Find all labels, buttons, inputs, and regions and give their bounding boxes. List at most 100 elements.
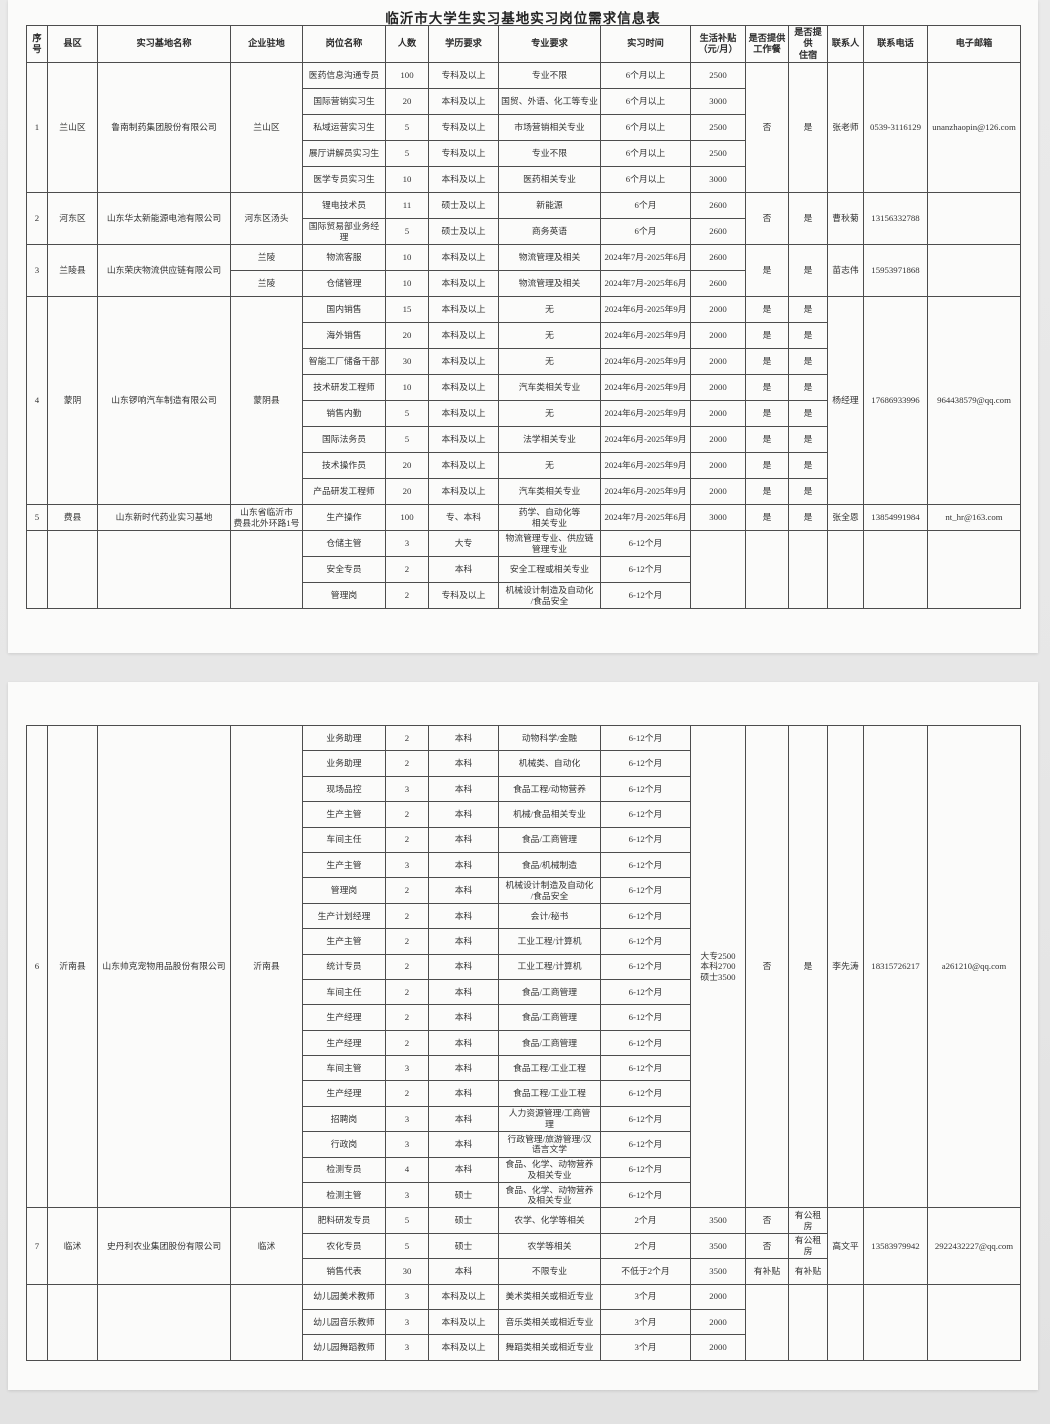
table-cell: 招聘岗 [302,1105,386,1133]
table-cell: 0539-3116129 [863,62,928,193]
table-cell: 销售内勤 [302,400,386,427]
table-cell: 2024年6月-2025年9月 [600,296,691,323]
table-cell: 本科及以上 [428,296,499,323]
table-cell [230,1283,303,1361]
table-cell: 3 [385,1334,429,1361]
table-cell: 2个月 [600,1232,691,1260]
column-header: 实习时间 [600,25,691,63]
table-cell: 2 [385,1080,429,1107]
table-cell [863,1283,928,1361]
table-cell: 无 [498,296,601,323]
column-header: 企业驻地 [230,25,303,63]
table-cell [788,530,828,609]
table-row: 车间主管 3 本科 食品工程/工业工程 6-12个月 [27,1055,1021,1082]
table-cell: 是 [745,348,789,375]
table-cell: 山东华太新能源电池有限公司 [97,192,231,245]
column-header: 县区 [47,25,98,63]
table-row: 销售代表 30 本科 不限专业 不低于2个月 3500 有补贴 有补贴 [27,1258,1021,1285]
table-cell: 机械/食品相关专业 [498,801,601,828]
column-header: 是否提供 工作餐 [745,25,789,63]
table-cell: 本科 [428,877,499,904]
table-cell: 兰陵 [230,270,303,297]
table-cell: 5 [385,1207,429,1234]
table-cell: 2922432227@qq.com [927,1207,1021,1285]
table-cell: 30 [385,348,429,375]
table-cell: 物流管理专业、供应链 管理专业 [498,530,601,557]
table-cell: 食品工程/工业工程 [498,1080,601,1107]
table-row: 车间主任 2 本科 食品/工商管理 6-12个月 [27,978,1021,1006]
table-cell: 海外销售 [302,322,386,349]
table-cell [97,530,231,609]
table-row: 2 河东区 山东华太新能源电池有限公司 河东区汤头 锂电技术员 11 硕士及以上 新能源 6个月… [26,192,1021,245]
table-cell: 农学、化学等相关 [498,1207,601,1234]
table-cell: 会计/秘书 [498,902,601,930]
table-cell: 2500 [690,140,746,167]
table-row: 5 费县 山东新时代药业实习基地 山东省临沂市 费县北外环路1号 生产操作 100 专、本科… [26,504,1021,531]
table-cell: 1 [26,62,48,193]
column-header: 实习基地名称 [97,25,231,63]
table-cell: 是 [788,426,828,453]
table-cell: 20 [385,452,429,479]
column-header: 联系人 [827,25,864,63]
table-cell: 是 [788,400,828,427]
table-cell: 本科 [428,556,499,583]
table-cell: 否 [745,1232,789,1260]
table-cell: 本科及以上 [428,348,499,375]
table-cell: 6-12个月 [600,1029,691,1057]
table-cell: 苗志伟 [827,244,864,297]
table-cell: 生产计划经理 [302,902,386,930]
table-cell: 专科及以上 [428,62,499,89]
table-cell: 农学等相关 [498,1232,601,1260]
table-row: 生产主管 2 本科 工业工程/计算机 6-12个月 [27,928,1021,955]
table-cell: 否 [745,62,789,193]
table-row: 现场品控 3 本科 食品工程/动物营养 6-12个月 [27,775,1021,803]
table-cell [788,1283,828,1361]
table-cell: 2000 [690,296,746,323]
table-cell: 私域运营实习生 [302,114,386,141]
table-cell: 2024年7月-2025年6月 [600,270,691,297]
table-cell: 本科及以上 [428,1283,499,1310]
table-row: 车间主任 2 本科 食品/工商管理 6-12个月 [27,826,1021,853]
table-cell: 食品/工商管理 [498,978,601,1006]
table-cell: 2024年7月-2025年6月 [600,244,691,271]
table-cell: 6-12个月 [600,556,691,583]
table-cell: 检测主管 [302,1182,386,1209]
table-cell: 6-12个月 [600,530,691,557]
table-cell: 2000 [690,1334,746,1361]
table-cell: 物流管理及相关 [498,244,601,271]
table-cell: 本科 [428,801,499,828]
table-cell: 2024年6月-2025年9月 [600,452,691,479]
table-cell: 食品工程/动物营养 [498,775,601,803]
table-cell: 生产主管 [302,851,386,879]
table-cell: 生产主管 [302,928,386,955]
table-row: 兰陵 仓储管理 10 本科及以上 物流管理及相关 2024年7月-2025年6月 2600 [27,270,1021,297]
table-cell: 李先涛 [827,724,864,1209]
table-cell: 张全恩 [827,504,864,531]
table-cell: 有补贴 [745,1258,789,1285]
table-row: 国际法务员 5 本科及以上 法学相关专业 2024年6月-2025年9月 2000 是是 [27,426,1021,453]
table-cell: 车间主任 [302,978,386,1006]
table-cell: 3 [385,1055,429,1082]
table-cell: 人力资源管理/工商管 理 [498,1105,601,1133]
table-cell: 本科及以上 [428,270,499,297]
table-cell: 2024年6月-2025年9月 [600,400,691,427]
column-header: 电子邮箱 [927,25,1021,63]
table-row: 生产经理 2 本科 食品工程/工业工程 6-12个月 [27,1080,1021,1107]
table-cell: 3个月 [600,1334,691,1361]
table-cell: 蒙阴 [47,296,98,505]
table-cell [927,244,1021,297]
table-cell: 兰陵 [230,244,303,271]
table-cell: 2 [385,1029,429,1057]
table-cell [230,530,303,609]
document-page-2: 6 沂南县 山东帅克宠物用品股份有限公司 沂南县 业务助理 2 本科 动物科学/金融 6-12个… [8,682,1038,1390]
column-header: 学历要求 [428,25,499,63]
table-cell: 无 [498,400,601,427]
table-cell: 10 [385,270,429,297]
table-cell [745,1283,789,1361]
table-cell: 锂电技术员 [302,192,386,219]
table-cell: 本科 [428,1004,499,1031]
table-cell: 6个月 [600,192,691,219]
table-cell: 硕士 [428,1232,499,1260]
table-cell: 本科 [428,1258,499,1285]
table-cell: 是 [788,322,828,349]
